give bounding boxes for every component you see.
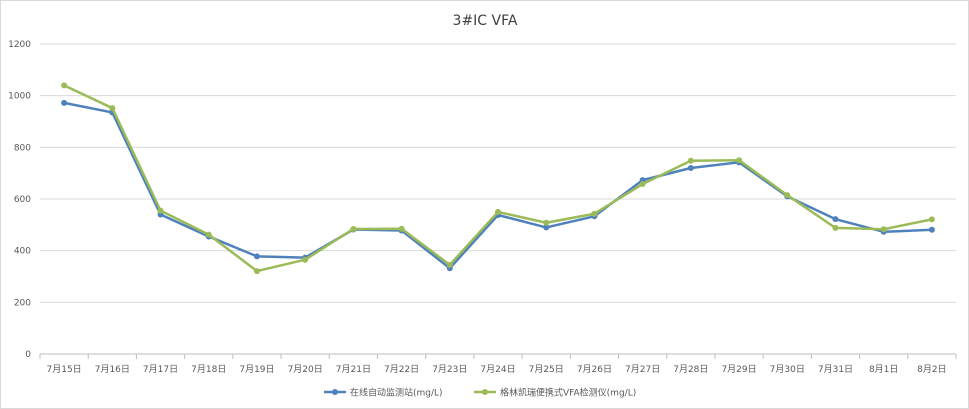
legend-item: 格林凯瑞便携式VFA检测仪(mg/L) bbox=[474, 387, 636, 399]
data-point bbox=[832, 224, 839, 231]
x-tick-label: 7月28日 bbox=[673, 364, 708, 375]
x-tick-label: 8月2日 bbox=[917, 364, 946, 375]
data-point bbox=[253, 253, 260, 260]
series-line bbox=[63, 84, 933, 273]
series-layer bbox=[61, 82, 935, 275]
x-axis: 7月15日 7月16日 7月17日 7月18日 7月19日 7月20日 7月21日 7月22日… bbox=[39, 354, 957, 375]
gridlines bbox=[40, 43, 956, 355]
legend-item: 在线自动监测站(mg/L) bbox=[324, 387, 443, 399]
data-point bbox=[446, 261, 453, 268]
x-tick-label: 7月29日 bbox=[721, 364, 756, 375]
x-tick-label: 7月20日 bbox=[288, 364, 323, 375]
series-2 bbox=[61, 82, 935, 275]
y-tick-label: 600 bbox=[14, 195, 31, 205]
data-point bbox=[928, 216, 935, 223]
data-point bbox=[253, 268, 260, 275]
data-point bbox=[109, 105, 116, 112]
y-axis-ticks: 0 200 400 600 800 1000 1200 bbox=[8, 40, 31, 360]
x-tick-label: 7月16日 bbox=[95, 364, 130, 375]
data-point bbox=[687, 165, 694, 171]
x-tick-label: 7月31日 bbox=[818, 364, 853, 375]
legend: 在线自动监测站(mg/L) 格林凯瑞便携式VFA检测仪(mg/L) bbox=[324, 387, 636, 399]
data-point bbox=[639, 181, 646, 188]
x-tick-label: 7月27日 bbox=[625, 364, 660, 375]
data-point bbox=[543, 219, 550, 226]
x-tick-label: 7月30日 bbox=[770, 364, 805, 375]
x-tick-label: 7月26日 bbox=[577, 364, 612, 375]
y-tick-label: 200 bbox=[14, 298, 31, 308]
data-point bbox=[157, 207, 164, 214]
y-tick-label: 1000 bbox=[8, 92, 31, 102]
data-point bbox=[350, 225, 357, 232]
x-tick-label: 7月17日 bbox=[143, 364, 178, 375]
data-point bbox=[784, 192, 791, 199]
data-point bbox=[398, 225, 405, 232]
data-point bbox=[832, 216, 839, 223]
series-line bbox=[63, 101, 932, 270]
x-tick-label: 7月15日 bbox=[47, 364, 82, 375]
x-tick-label: 7月23日 bbox=[432, 364, 467, 375]
legend-marker bbox=[482, 389, 488, 395]
data-point bbox=[61, 99, 68, 106]
x-tick-label: 7月18日 bbox=[191, 364, 226, 375]
x-tick-label: 7月22日 bbox=[384, 364, 419, 375]
data-point bbox=[302, 256, 309, 263]
data-point bbox=[687, 157, 694, 164]
y-tick-label: 800 bbox=[14, 143, 31, 153]
x-tick-label: 7月19日 bbox=[239, 364, 274, 375]
y-tick-label: 400 bbox=[14, 247, 31, 257]
data-point bbox=[205, 231, 212, 238]
series-1 bbox=[61, 99, 935, 272]
data-point bbox=[880, 226, 887, 233]
legend-label: 在线自动监测站(mg/L) bbox=[350, 387, 443, 399]
x-tick-label: 7月25日 bbox=[529, 364, 564, 375]
y-tick-label: 1200 bbox=[8, 40, 31, 50]
x-tick-label: 8月1日 bbox=[869, 364, 898, 375]
chart-title: 3#IC VFA bbox=[453, 13, 518, 29]
data-point bbox=[61, 82, 68, 89]
data-point bbox=[736, 157, 743, 164]
x-tick-label: 7月24日 bbox=[480, 364, 515, 375]
data-point bbox=[928, 226, 935, 233]
legend-label: 格林凯瑞便携式VFA检测仪(mg/L) bbox=[500, 387, 636, 399]
data-point bbox=[543, 224, 550, 231]
data-point bbox=[495, 208, 501, 215]
data-point bbox=[591, 210, 598, 217]
x-tick-label: 7月21日 bbox=[336, 364, 371, 375]
legend-marker bbox=[332, 389, 338, 395]
y-tick-label: 0 bbox=[25, 350, 31, 360]
